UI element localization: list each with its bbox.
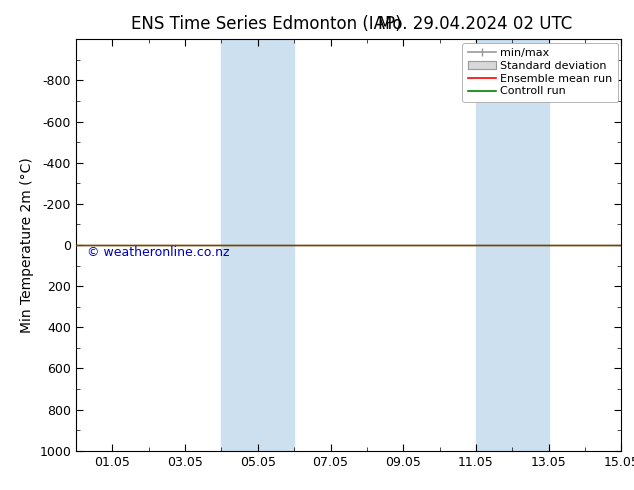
- Bar: [221, 39, 294, 451]
- Text: Mo. 29.04.2024 02 UTC: Mo. 29.04.2024 02 UTC: [378, 15, 573, 33]
- Y-axis label: Min Temperature 2m (°C): Min Temperature 2m (°C): [20, 157, 34, 333]
- Text: ENS Time Series Edmonton (IAP): ENS Time Series Edmonton (IAP): [131, 15, 401, 33]
- Legend: min/max, Standard deviation, Ensemble mean run, Controll run: min/max, Standard deviation, Ensemble me…: [462, 43, 618, 102]
- Bar: [476, 39, 548, 451]
- Text: © weatheronline.co.nz: © weatheronline.co.nz: [87, 246, 230, 259]
